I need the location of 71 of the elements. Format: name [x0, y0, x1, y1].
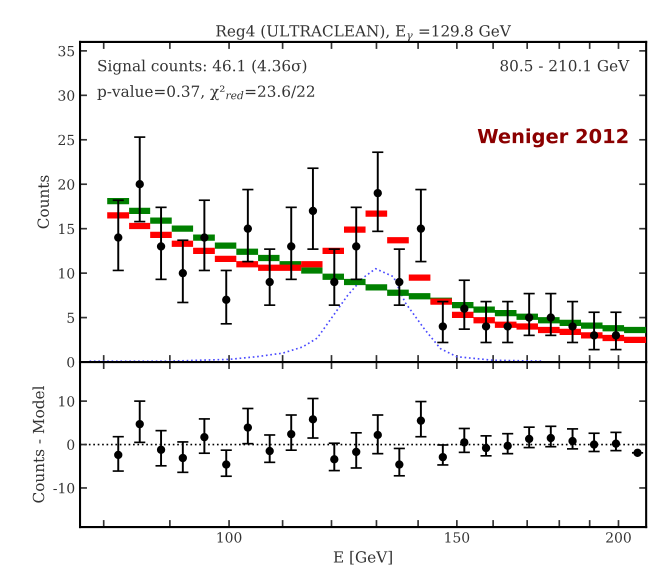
- point: [438, 452, 447, 462]
- point: [308, 206, 318, 216]
- point: [114, 450, 122, 460]
- point: [352, 242, 360, 251]
- point: [266, 446, 274, 456]
- y-tick-label: 0: [67, 440, 74, 450]
- x-tick-label: 100: [218, 532, 242, 543]
- y-tick-label: 35: [58, 46, 74, 56]
- y-tick-label: 5: [68, 312, 74, 324]
- point: [330, 278, 338, 286]
- x-axis-title: E [GeV]: [334, 550, 392, 565]
- point: [287, 242, 296, 251]
- point: [504, 442, 512, 450]
- point: [416, 416, 426, 425]
- point: [308, 415, 318, 424]
- point: [266, 278, 274, 286]
- y-tick-label: 15: [59, 224, 74, 234]
- point: [612, 331, 620, 340]
- point: [200, 233, 209, 242]
- point: [482, 322, 490, 331]
- annotation: Weniger 2012: [478, 128, 628, 148]
- point: [178, 454, 187, 462]
- y-tick-label: 20: [58, 179, 74, 190]
- point: [395, 460, 404, 469]
- y-tick-label: 30: [58, 90, 74, 101]
- point: [633, 448, 642, 457]
- point: [438, 322, 447, 331]
- y-tick-label: 10: [59, 396, 74, 407]
- point: [330, 455, 338, 464]
- point: [460, 304, 468, 313]
- y-tick-label: -10: [53, 482, 74, 494]
- point: [156, 242, 166, 251]
- x-tick-label: 200: [606, 532, 631, 543]
- point: [395, 278, 404, 286]
- y-tick-label: 0: [67, 357, 74, 368]
- point: [136, 180, 144, 188]
- point: [222, 460, 230, 469]
- point: [222, 296, 230, 304]
- y-tick-label: 25: [58, 134, 74, 146]
- y-axis-title: Counts: [37, 176, 49, 228]
- chart-title: Reg4 (ULTRACLEAN), E$_{γ}$ =129.8 GeV: [216, 24, 512, 42]
- point: [546, 434, 555, 442]
- point: [546, 313, 555, 322]
- point: [352, 448, 360, 456]
- annotation: Signal counts: 46.1 (4.36σ): [98, 60, 306, 75]
- annotation: 80.5 - 210.1 GeV: [500, 60, 630, 72]
- x-tick-label: 150: [445, 532, 470, 543]
- point: [524, 434, 534, 444]
- point: [287, 430, 296, 438]
- point: [482, 444, 490, 452]
- annotation: p-value=0.37, χ²$_{red}$=23.6/22: [97, 85, 314, 100]
- point: [178, 268, 187, 278]
- y-tick-label: 10: [59, 268, 74, 279]
- point: [568, 436, 577, 446]
- point: [590, 331, 598, 340]
- point: [374, 188, 382, 198]
- point: [590, 440, 598, 449]
- point: [524, 313, 534, 322]
- point: [374, 430, 382, 440]
- point: [200, 432, 209, 442]
- point: [460, 438, 468, 447]
- point: [612, 440, 620, 448]
- point: [568, 322, 577, 331]
- point: [136, 420, 144, 428]
- point: [416, 224, 426, 233]
- point: [114, 233, 122, 242]
- point: [244, 224, 252, 233]
- point: [156, 446, 166, 454]
- point: [244, 423, 252, 432]
- y-axis-title: Counts - Model: [32, 386, 44, 503]
- point: [504, 322, 512, 331]
